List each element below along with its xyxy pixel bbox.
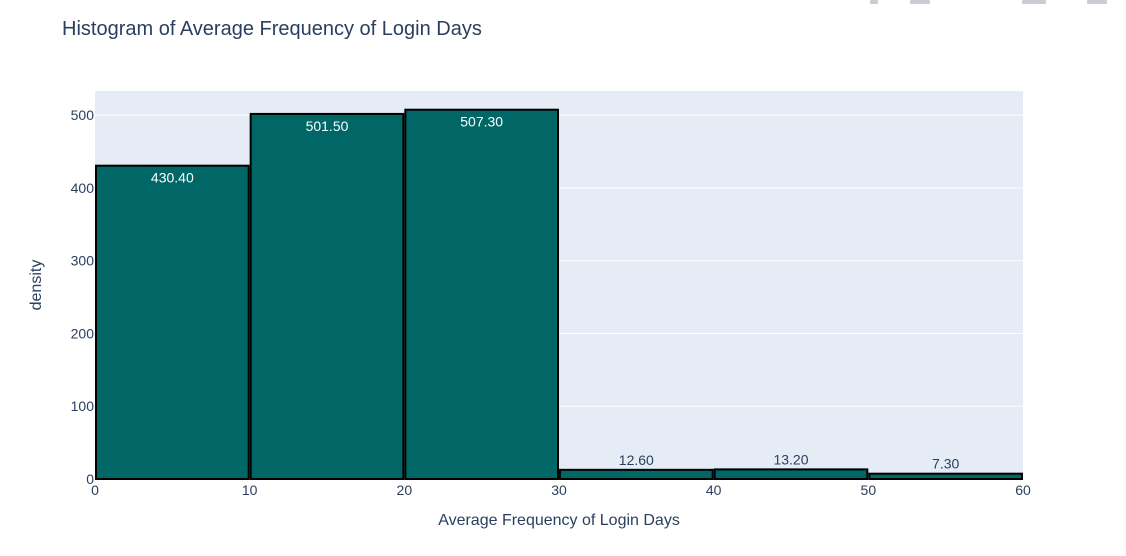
- pan-icon[interactable]: [1022, 0, 1046, 4]
- bar-value-label: 430.40: [151, 170, 194, 186]
- x-tick-label: 0: [91, 482, 99, 498]
- bar-value-label: 507.30: [460, 114, 503, 130]
- histogram-bar[interactable]: [95, 164, 250, 481]
- histogram-bar[interactable]: [404, 108, 560, 481]
- y-axis-ticks: 0 100 200 300 400 500: [71, 107, 95, 487]
- zoom-icon[interactable]: [910, 0, 930, 4]
- bar-value-label: 501.50: [306, 118, 349, 134]
- y-axis-title: density: [28, 260, 45, 311]
- bar-value-label: 13.20: [773, 451, 808, 467]
- bars: [95, 108, 1023, 481]
- x-tick-label: 20: [397, 482, 413, 498]
- x-tick-label: 10: [242, 482, 258, 498]
- chart-title: Histogram of Average Frequency of Login …: [62, 18, 482, 40]
- y-tick-label: 500: [71, 107, 95, 123]
- x-axis-ticks: 0 10 20 30 40 50 60: [91, 482, 1031, 498]
- y-tick-label: 0: [86, 471, 94, 487]
- histogram-bar[interactable]: [868, 472, 1023, 481]
- y-tick-label: 200: [71, 325, 95, 341]
- y-tick-label: 300: [71, 253, 95, 269]
- histogram-bar[interactable]: [249, 112, 405, 481]
- bar-labels: 430.40 501.50 507.30 12.60 13.20 7.30: [151, 114, 960, 472]
- camera-icon[interactable]: [870, 0, 878, 4]
- y-tick-label: 400: [71, 180, 95, 196]
- histogram-bar[interactable]: [713, 468, 869, 480]
- menu-icon[interactable]: [1087, 0, 1107, 4]
- y-tick-label: 100: [71, 398, 95, 414]
- x-axis-title: Average Frequency of Login Days: [438, 512, 680, 529]
- x-tick-label: 50: [861, 482, 877, 498]
- x-tick-label: 60: [1015, 482, 1031, 498]
- x-tick-label: 30: [551, 482, 567, 498]
- bar-value-label: 7.30: [932, 456, 959, 472]
- bar-value-label: 12.60: [619, 452, 654, 468]
- x-tick-label: 40: [706, 482, 722, 498]
- histogram-bar[interactable]: [559, 468, 714, 480]
